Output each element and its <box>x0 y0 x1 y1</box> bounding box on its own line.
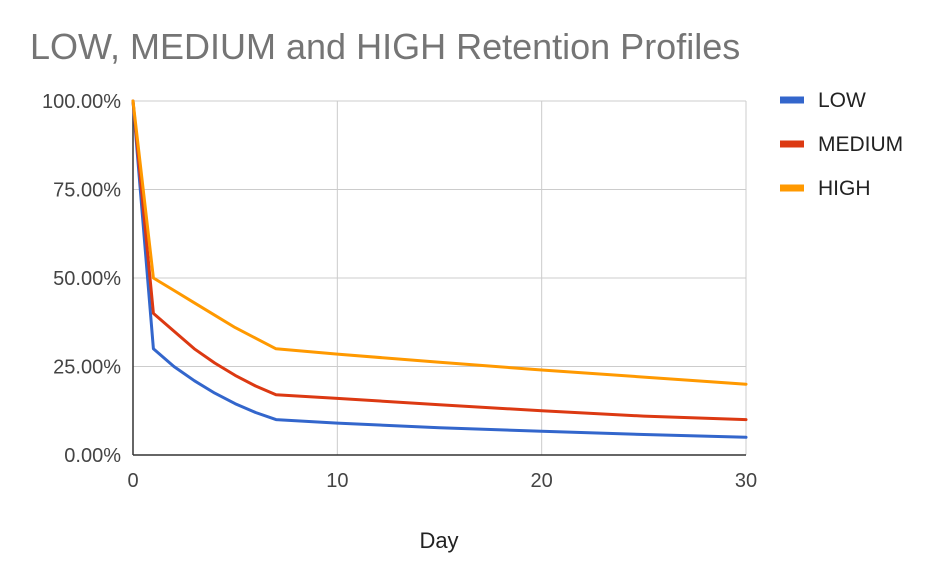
x-axis-label: Day <box>419 528 458 553</box>
gridlines <box>133 100 747 455</box>
legend-label-medium: MEDIUM <box>818 133 903 156</box>
legend-label-high: HIGH <box>818 177 871 200</box>
tick-labels: 0.00% 25.00% 50.00% 75.00% 100.00% 0 10 20 30 <box>42 91 757 492</box>
x-tick-label: 0 <box>127 470 138 492</box>
legend: LOW MEDIUM HIGH <box>780 89 903 200</box>
legend-label-low: LOW <box>818 89 866 112</box>
x-tick-label: 10 <box>326 470 348 492</box>
chart-title: LOW, MEDIUM and HIGH Retention Profiles <box>30 26 741 67</box>
y-tick-label: 50.00% <box>53 268 121 290</box>
y-tick-label: 0.00% <box>64 445 121 467</box>
axes <box>132 101 746 456</box>
series-line-high <box>131 99 748 386</box>
y-tick-label: 75.00% <box>53 180 121 202</box>
series-lines <box>131 99 748 439</box>
x-tick-label: 20 <box>531 470 553 492</box>
series-line-low <box>131 99 748 439</box>
series-line-medium <box>131 99 748 422</box>
x-tick-label: 30 <box>735 470 757 492</box>
y-tick-label: 100.00% <box>42 91 121 113</box>
y-tick-label: 25.00% <box>53 357 121 379</box>
